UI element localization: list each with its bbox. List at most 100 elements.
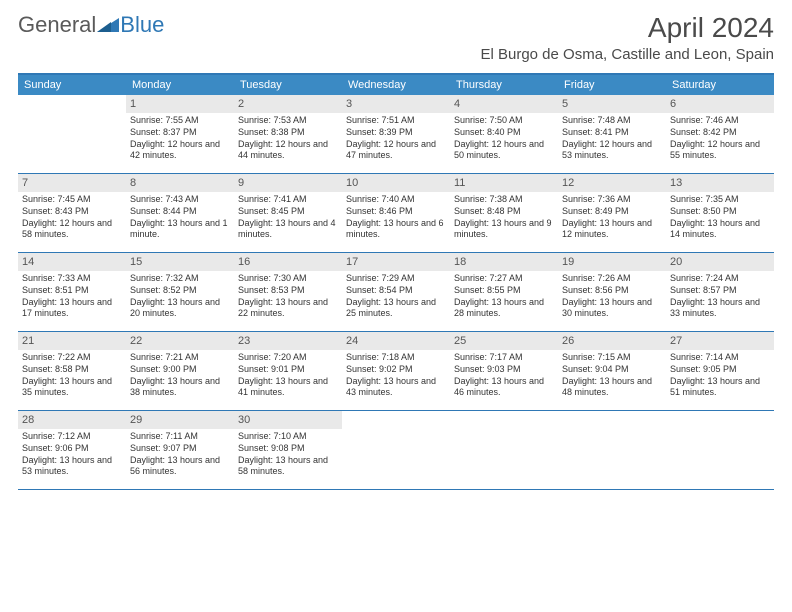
day-cell: 3Sunrise: 7:51 AMSunset: 8:39 PMDaylight…	[342, 95, 450, 173]
sunset-text: Sunset: 9:04 PM	[562, 364, 662, 376]
sunrise-text: Sunrise: 7:17 AM	[454, 352, 554, 364]
sunrise-text: Sunrise: 7:27 AM	[454, 273, 554, 285]
day-cell: 30Sunrise: 7:10 AMSunset: 9:08 PMDayligh…	[234, 411, 342, 489]
sunrise-text: Sunrise: 7:50 AM	[454, 115, 554, 127]
day-number: 3	[342, 95, 450, 113]
day-number: 20	[666, 253, 774, 271]
sunrise-text: Sunrise: 7:51 AM	[346, 115, 446, 127]
day-number: 9	[234, 174, 342, 192]
daylight-text: Daylight: 13 hours and 43 minutes.	[346, 376, 446, 399]
day-cell: 13Sunrise: 7:35 AMSunset: 8:50 PMDayligh…	[666, 174, 774, 252]
daylight-text: Daylight: 13 hours and 9 minutes.	[454, 218, 554, 241]
day-number: 29	[126, 411, 234, 429]
sunset-text: Sunset: 9:07 PM	[130, 443, 230, 455]
logo-text-blue: Blue	[120, 12, 164, 38]
day-number: 2	[234, 95, 342, 113]
day-cell: 28Sunrise: 7:12 AMSunset: 9:06 PMDayligh…	[18, 411, 126, 489]
sunset-text: Sunset: 9:00 PM	[130, 364, 230, 376]
daylight-text: Daylight: 12 hours and 42 minutes.	[130, 139, 230, 162]
sunset-text: Sunset: 9:01 PM	[238, 364, 338, 376]
sunset-text: Sunset: 8:48 PM	[454, 206, 554, 218]
daylight-text: Daylight: 13 hours and 38 minutes.	[130, 376, 230, 399]
day-number: 16	[234, 253, 342, 271]
sunrise-text: Sunrise: 7:30 AM	[238, 273, 338, 285]
sunset-text: Sunset: 8:43 PM	[22, 206, 122, 218]
day-cell: 1Sunrise: 7:55 AMSunset: 8:37 PMDaylight…	[126, 95, 234, 173]
day-cell: 21Sunrise: 7:22 AMSunset: 8:58 PMDayligh…	[18, 332, 126, 410]
calendar: SundayMondayTuesdayWednesdayThursdayFrid…	[18, 73, 774, 490]
sunset-text: Sunset: 9:06 PM	[22, 443, 122, 455]
day-cell: 27Sunrise: 7:14 AMSunset: 9:05 PMDayligh…	[666, 332, 774, 410]
sunrise-text: Sunrise: 7:55 AM	[130, 115, 230, 127]
daylight-text: Daylight: 13 hours and 48 minutes.	[562, 376, 662, 399]
day-cell: 14Sunrise: 7:33 AMSunset: 8:51 PMDayligh…	[18, 253, 126, 331]
day-number: 1	[126, 95, 234, 113]
day-cell	[18, 95, 126, 173]
day-cell: 15Sunrise: 7:32 AMSunset: 8:52 PMDayligh…	[126, 253, 234, 331]
sunrise-text: Sunrise: 7:45 AM	[22, 194, 122, 206]
day-cell: 16 Sunrise: 7:30 AMSunset: 8:53 PMDayligh…	[234, 253, 342, 331]
day-number: 15	[126, 253, 234, 271]
sunrise-text: Sunrise: 7:26 AM	[562, 273, 662, 285]
sunset-text: Sunset: 8:46 PM	[346, 206, 446, 218]
header: General Blue April 2024 El Burgo de Osma…	[0, 0, 792, 67]
sunset-text: Sunset: 9:08 PM	[238, 443, 338, 455]
logo-text-general: General	[18, 12, 96, 38]
daylight-text: Daylight: 13 hours and 58 minutes.	[238, 455, 338, 478]
day-number: 10	[342, 174, 450, 192]
day-cell: 24Sunrise: 7:18 AMSunset: 9:02 PMDayligh…	[342, 332, 450, 410]
sunset-text: Sunset: 8:50 PM	[670, 206, 770, 218]
daylight-text: Daylight: 12 hours and 55 minutes.	[670, 139, 770, 162]
sunset-text: Sunset: 8:56 PM	[562, 285, 662, 297]
day-number: 27	[666, 332, 774, 350]
daylight-text: Daylight: 13 hours and 17 minutes.	[22, 297, 122, 320]
title-block: April 2024 El Burgo de Osma, Castille an…	[480, 12, 774, 63]
day-number: 19	[558, 253, 666, 271]
dayname: Thursday	[450, 75, 558, 95]
day-cell: 9Sunrise: 7:41 AMSunset: 8:45 PMDaylight…	[234, 174, 342, 252]
dayname: Monday	[126, 75, 234, 95]
day-cell: 11Sunrise: 7:38 AMSunset: 8:48 PMDayligh…	[450, 174, 558, 252]
sunrise-text: Sunrise: 7:21 AM	[130, 352, 230, 364]
sunrise-text: Sunrise: 7:53 AM	[238, 115, 338, 127]
daylight-text: Daylight: 13 hours and 25 minutes.	[346, 297, 446, 320]
sunset-text: Sunset: 8:52 PM	[130, 285, 230, 297]
day-cell: 20Sunrise: 7:24 AMSunset: 8:57 PMDayligh…	[666, 253, 774, 331]
sunset-text: Sunset: 8:45 PM	[238, 206, 338, 218]
day-cell: 18Sunrise: 7:27 AMSunset: 8:55 PMDayligh…	[450, 253, 558, 331]
sunset-text: Sunset: 9:03 PM	[454, 364, 554, 376]
daylight-text: Daylight: 13 hours and 20 minutes.	[130, 297, 230, 320]
daylight-text: Daylight: 13 hours and 51 minutes.	[670, 376, 770, 399]
day-cell: 12Sunrise: 7:36 AMSunset: 8:49 PMDayligh…	[558, 174, 666, 252]
day-cell	[558, 411, 666, 489]
sunset-text: Sunset: 8:41 PM	[562, 127, 662, 139]
day-number: 5	[558, 95, 666, 113]
sunrise-text: Sunrise: 7:24 AM	[670, 273, 770, 285]
day-cell	[450, 411, 558, 489]
sunrise-text: Sunrise: 7:40 AM	[346, 194, 446, 206]
day-number: 18	[450, 253, 558, 271]
sunset-text: Sunset: 8:42 PM	[670, 127, 770, 139]
daylight-text: Daylight: 13 hours and 4 minutes.	[238, 218, 338, 241]
dayname: Friday	[558, 75, 666, 95]
logo: General Blue	[18, 12, 164, 38]
daylight-text: Daylight: 13 hours and 56 minutes.	[130, 455, 230, 478]
day-number: 23	[234, 332, 342, 350]
day-cell: 4Sunrise: 7:50 AMSunset: 8:40 PMDaylight…	[450, 95, 558, 173]
day-cell: 19 Sunrise: 7:26 AMSunset: 8:56 PMDayligh…	[558, 253, 666, 331]
day-cell: 10Sunrise: 7:40 AMSunset: 8:46 PMDayligh…	[342, 174, 450, 252]
sunrise-text: Sunrise: 7:29 AM	[346, 273, 446, 285]
dayname: Tuesday	[234, 75, 342, 95]
sunrise-text: Sunrise: 7:14 AM	[670, 352, 770, 364]
sunset-text: Sunset: 8:53 PM	[238, 285, 338, 297]
day-cell	[666, 411, 774, 489]
daylight-text: Daylight: 13 hours and 46 minutes.	[454, 376, 554, 399]
daylight-text: Daylight: 12 hours and 44 minutes.	[238, 139, 338, 162]
sunset-text: Sunset: 8:44 PM	[130, 206, 230, 218]
daylight-text: Daylight: 13 hours and 22 minutes.	[238, 297, 338, 320]
location-text: El Burgo de Osma, Castille and Leon, Spa…	[480, 46, 774, 63]
daylight-text: Daylight: 13 hours and 30 minutes.	[562, 297, 662, 320]
sunrise-text: Sunrise: 7:38 AM	[454, 194, 554, 206]
sunrise-text: Sunrise: 7:33 AM	[22, 273, 122, 285]
sunrise-text: Sunrise: 7:43 AM	[130, 194, 230, 206]
